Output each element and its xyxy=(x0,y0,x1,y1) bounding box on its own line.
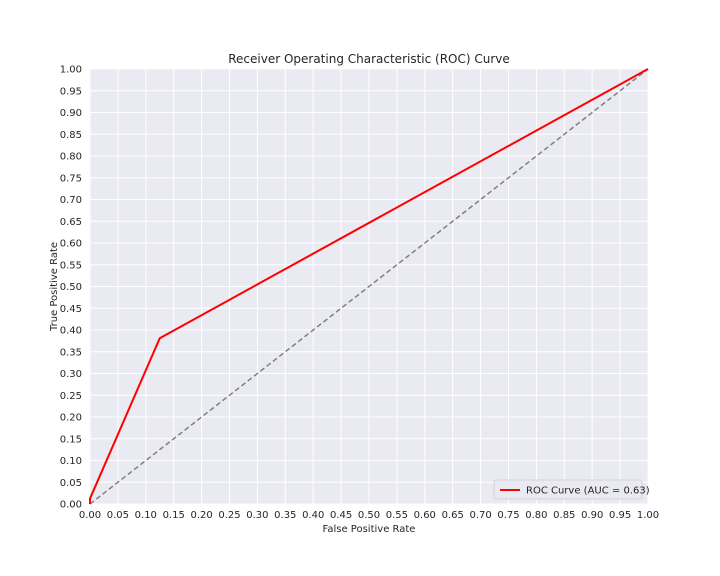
x-tick-label: 0.25 xyxy=(218,510,240,521)
chart-title: Receiver Operating Characteristic (ROC) … xyxy=(228,52,510,66)
x-tick-label: 0.15 xyxy=(163,510,185,521)
y-tick-label: 0.70 xyxy=(60,195,82,206)
x-tick-label: 0.65 xyxy=(442,510,464,521)
x-tick-label: 0.05 xyxy=(107,510,129,521)
y-tick-label: 0.65 xyxy=(60,217,82,228)
x-tick-labels: 0.00 0.05 0.10 0.15 0.20 0.25 0.30 0.35 0.40 0.45… xyxy=(79,510,659,521)
x-tick-label: 0.30 xyxy=(246,510,268,521)
x-tick-label: 0.70 xyxy=(469,510,491,521)
x-tick-label: 0.35 xyxy=(274,510,296,521)
x-tick-label: 0.45 xyxy=(330,510,352,521)
x-axis-label: False Positive Rate xyxy=(323,524,416,535)
y-tick-label: 0.25 xyxy=(60,391,82,402)
y-tick-label: 0.35 xyxy=(60,347,82,358)
y-tick-label: 0.00 xyxy=(60,500,82,511)
x-tick-label: 0.10 xyxy=(135,510,157,521)
legend-label: ROC Curve (AUC = 0.63) xyxy=(526,486,650,497)
legend: ROC Curve (AUC = 0.63) xyxy=(493,479,650,500)
x-tick-label: 0.40 xyxy=(302,510,324,521)
chance-diagonal-line xyxy=(89,68,649,505)
x-tick-label: 1.00 xyxy=(637,510,659,521)
series-layer xyxy=(89,68,649,505)
y-tick-label: 1.00 xyxy=(60,65,82,76)
y-tick-label: 0.10 xyxy=(60,456,82,467)
y-tick-label: 0.45 xyxy=(60,304,82,315)
y-tick-label: 0.50 xyxy=(60,282,82,293)
roc-curve-line xyxy=(89,68,649,504)
y-tick-label: 0.95 xyxy=(60,86,82,97)
y-tick-label: 0.90 xyxy=(60,108,82,119)
legend-box xyxy=(493,479,643,500)
y-tick-label: 0.20 xyxy=(60,413,82,424)
y-tick-label: 0.55 xyxy=(60,260,82,271)
y-tick-label: 0.05 xyxy=(60,478,82,489)
x-tick-label: 0.95 xyxy=(609,510,631,521)
x-tick-label: 0.60 xyxy=(414,510,436,521)
x-tick-label: 0.75 xyxy=(497,510,519,521)
x-tick-label: 0.80 xyxy=(525,510,547,521)
x-tick-label: 0.20 xyxy=(190,510,212,521)
x-tick-label: 0.55 xyxy=(386,510,408,521)
y-tick-label: 0.60 xyxy=(60,239,82,250)
y-axis-label: True Positive Rate xyxy=(49,242,60,332)
y-tick-label: 0.85 xyxy=(60,130,82,141)
x-tick-label: 0.90 xyxy=(581,510,603,521)
y-tick-label: 0.15 xyxy=(60,434,82,445)
y-tick-labels: 0.00 0.05 0.10 0.15 0.20 0.25 0.30 0.35 0.40 0.45… xyxy=(60,65,82,511)
y-tick-label: 0.80 xyxy=(60,152,82,163)
x-tick-label: 0.50 xyxy=(358,510,380,521)
x-tick-label: 0.85 xyxy=(553,510,575,521)
y-tick-label: 0.40 xyxy=(60,326,82,337)
grid xyxy=(89,68,649,505)
y-tick-label: 0.75 xyxy=(60,173,82,184)
x-tick-label: 0.00 xyxy=(79,510,101,521)
y-tick-label: 0.30 xyxy=(60,369,82,380)
